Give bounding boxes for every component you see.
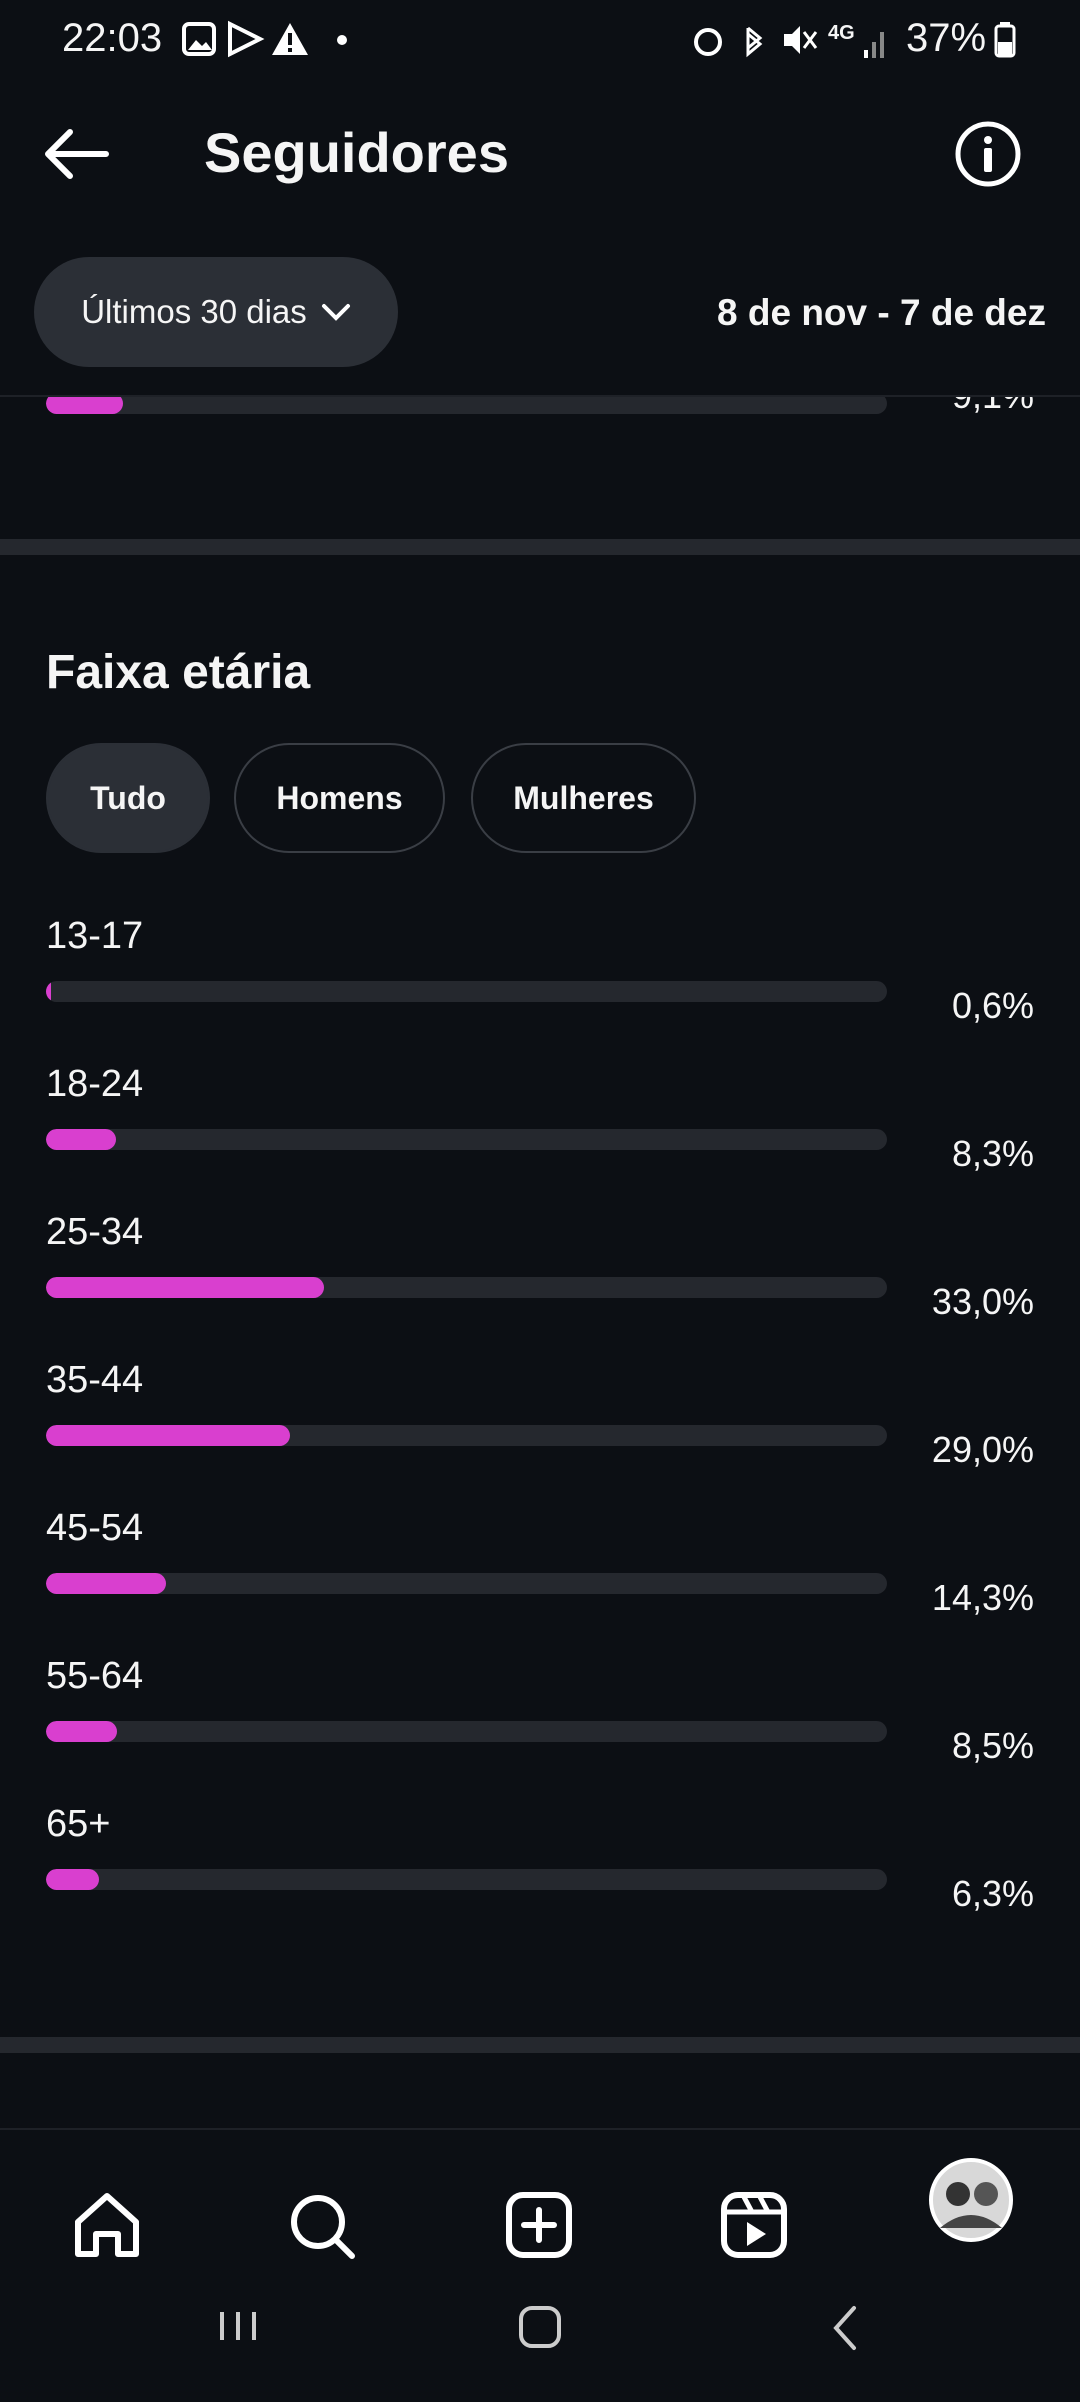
bar-track bbox=[46, 981, 887, 1002]
nav-icons bbox=[75, 2158, 1013, 2350]
period-dropdown[interactable]: Últimos 30 dias bbox=[34, 257, 398, 367]
percentage: 0,6% bbox=[951, 985, 1034, 1026]
bar bbox=[46, 1869, 99, 1890]
age-label: 55-64 bbox=[46, 1655, 144, 1697]
age-label: 45-54 bbox=[46, 1507, 144, 1549]
filter-tab[interactable]: Mulheres bbox=[471, 743, 696, 853]
percentage: 9,1% bbox=[951, 395, 1034, 416]
bar bbox=[46, 397, 123, 414]
search-button[interactable] bbox=[291, 2195, 355, 2259]
status-time: 22:03 bbox=[62, 16, 163, 60]
section-divider bbox=[0, 539, 1080, 555]
bar bbox=[46, 1129, 116, 1150]
bar-track bbox=[46, 1869, 887, 1890]
bar bbox=[46, 1277, 324, 1298]
percentage: 6,3% bbox=[951, 1873, 1034, 1914]
bar bbox=[46, 1721, 118, 1742]
bar bbox=[46, 1573, 167, 1594]
filter-tab[interactable]: Tudo bbox=[46, 743, 210, 853]
bar-track bbox=[46, 397, 887, 414]
percentage: 8,5% bbox=[951, 1725, 1034, 1766]
page-title: Seguidores bbox=[204, 121, 509, 184]
bar-track bbox=[46, 1277, 887, 1298]
section-divider bbox=[0, 2037, 1080, 2053]
battery-icon bbox=[994, 22, 1016, 58]
chevron-down bbox=[321, 304, 350, 321]
percentage: 29,0% bbox=[931, 1429, 1034, 1470]
system-back[interactable] bbox=[833, 2306, 856, 2350]
section-title: Faixa etária bbox=[46, 646, 311, 699]
info-button[interactable] bbox=[952, 118, 1024, 190]
filter-tab[interactable]: Homens bbox=[234, 743, 445, 853]
bar-track bbox=[46, 1721, 887, 1742]
system-recents[interactable] bbox=[220, 2312, 256, 2340]
battery-level: 37% bbox=[906, 16, 987, 60]
bar bbox=[46, 1425, 290, 1446]
percentage: 33,0% bbox=[931, 1281, 1034, 1322]
scroll-content: Faixa etária 9,1% 13-17 0,6% 18-24 8,3% 25-34… bbox=[0, 395, 1080, 2132]
percentage: 14,3% bbox=[931, 1577, 1034, 1618]
age-label: 25-34 bbox=[46, 1211, 144, 1253]
create-button[interactable] bbox=[506, 2192, 572, 2258]
age-label: 13-17 bbox=[46, 915, 144, 957]
bar-track bbox=[46, 1573, 887, 1594]
bar-track bbox=[46, 1425, 887, 1446]
back-button[interactable] bbox=[40, 124, 120, 184]
age-label: 65+ bbox=[46, 1803, 111, 1845]
bottom-nav bbox=[0, 2128, 1080, 2402]
bar-track bbox=[46, 1129, 887, 1150]
system-home[interactable] bbox=[519, 2306, 561, 2348]
home-button[interactable] bbox=[75, 2193, 139, 2257]
bar bbox=[46, 981, 52, 1002]
period-label: Últimos 30 dias bbox=[81, 293, 307, 330]
profile-button[interactable] bbox=[929, 2158, 1013, 2242]
reels-button[interactable] bbox=[721, 2192, 787, 2258]
age-label: 18-24 bbox=[46, 1063, 144, 1105]
status-icons-right bbox=[694, 26, 884, 58]
age-label: 35-44 bbox=[46, 1359, 144, 1401]
status-icons-left bbox=[182, 20, 347, 58]
network-type: 4G bbox=[828, 22, 855, 44]
percentage: 8,3% bbox=[951, 1133, 1034, 1174]
date-range: 8 de nov - 7 de dez bbox=[717, 292, 1046, 333]
